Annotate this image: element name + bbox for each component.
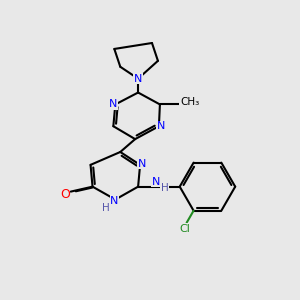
Text: H: H [161, 183, 169, 193]
Text: O: O [60, 188, 70, 201]
Text: N: N [110, 196, 118, 206]
Text: H: H [101, 203, 109, 214]
Text: N: N [157, 121, 165, 131]
Text: Cl: Cl [179, 224, 190, 234]
Text: N: N [138, 159, 146, 169]
Text: N: N [152, 177, 160, 187]
Text: N: N [134, 74, 142, 84]
Text: CH₃: CH₃ [180, 98, 199, 107]
Text: N: N [109, 99, 118, 110]
